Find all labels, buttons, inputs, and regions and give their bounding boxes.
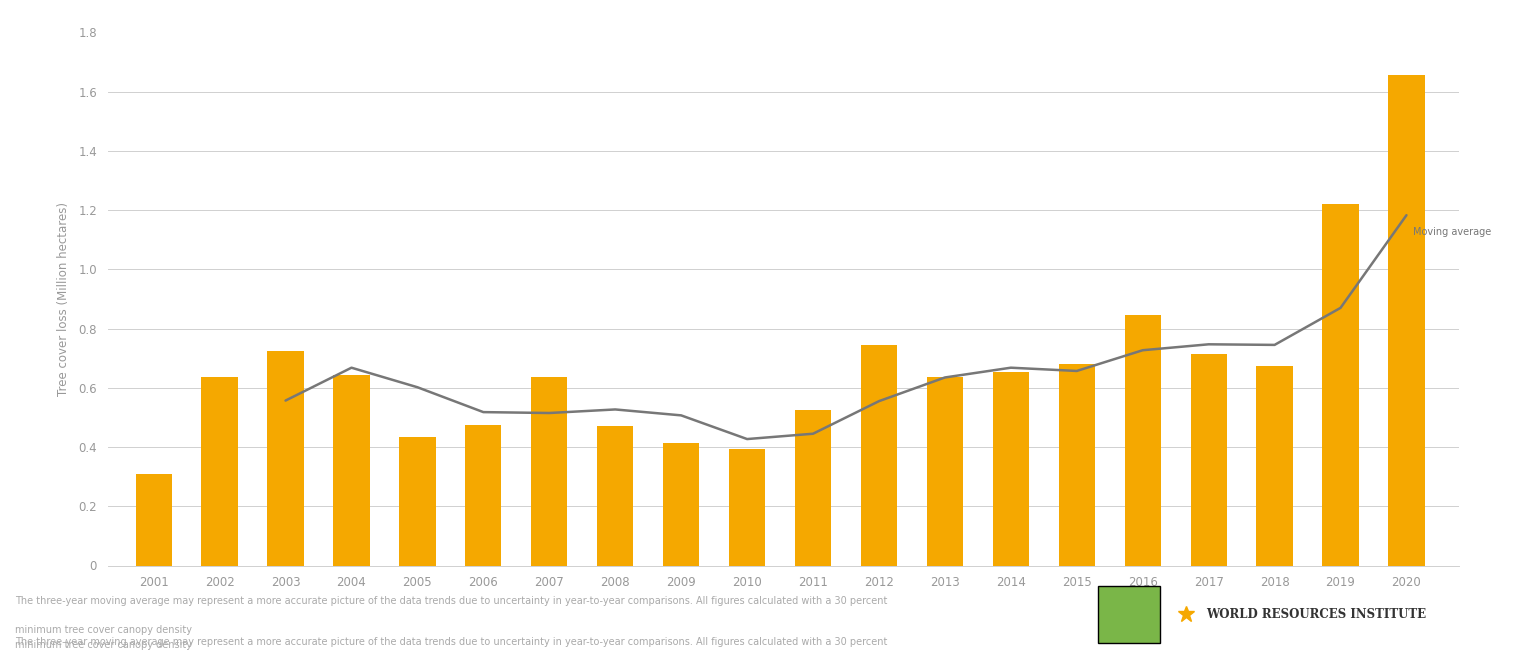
Text: The three-year moving average may represent a more accurate picture of the data : The three-year moving average may repres… bbox=[15, 637, 888, 647]
Bar bbox=[1389, 75, 1424, 566]
Bar bbox=[598, 426, 633, 566]
Text: Moving average: Moving average bbox=[1413, 227, 1491, 237]
Text: minimum tree cover canopy density: minimum tree cover canopy density bbox=[15, 625, 192, 635]
Bar bbox=[201, 378, 238, 566]
Bar bbox=[860, 345, 897, 566]
Text: minimum tree cover canopy density: minimum tree cover canopy density bbox=[15, 640, 192, 650]
Bar bbox=[465, 425, 501, 566]
Bar bbox=[267, 351, 304, 566]
Bar bbox=[135, 474, 172, 566]
Bar bbox=[531, 378, 567, 566]
Text: The three-year moving average may represent a more accurate picture of the data : The three-year moving average may repres… bbox=[15, 597, 888, 606]
Bar bbox=[1058, 364, 1095, 566]
FancyBboxPatch shape bbox=[1098, 586, 1160, 643]
Bar bbox=[730, 448, 765, 566]
Bar bbox=[796, 410, 831, 566]
Bar bbox=[399, 437, 436, 566]
Bar bbox=[1190, 354, 1227, 566]
Bar bbox=[333, 374, 370, 566]
Bar bbox=[1256, 365, 1293, 566]
Bar bbox=[664, 443, 699, 566]
Bar bbox=[992, 372, 1029, 566]
Y-axis label: Tree cover loss (Million hectares): Tree cover loss (Million hectares) bbox=[57, 202, 71, 396]
Bar bbox=[1322, 204, 1359, 566]
Text: GLOBAL
FOREST
WATCH: GLOBAL FOREST WATCH bbox=[1101, 589, 1129, 606]
Bar bbox=[1124, 315, 1161, 566]
Bar bbox=[926, 378, 963, 566]
Text: WORLD RESOURCES INSTITUTE: WORLD RESOURCES INSTITUTE bbox=[1206, 608, 1425, 621]
